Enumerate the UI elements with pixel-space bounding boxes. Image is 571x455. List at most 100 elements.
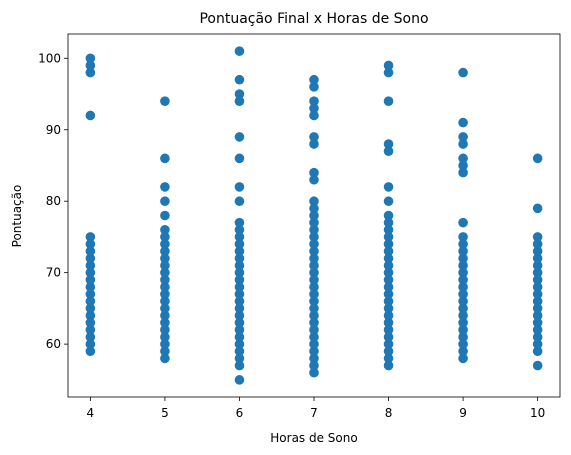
data-point: [85, 260, 96, 271]
data-point: [532, 325, 543, 335]
data-point: [234, 360, 245, 371]
data-point: [234, 325, 245, 335]
data-point: [383, 253, 394, 264]
data-point: [383, 346, 394, 357]
data-point: [85, 282, 96, 292]
chart-title: Pontuação Final x Horas de Sono: [199, 11, 428, 27]
data-point: [458, 117, 468, 128]
data-point: [234, 182, 245, 192]
data-point: [383, 339, 394, 349]
data-point: [383, 96, 394, 106]
data-point: [234, 224, 245, 235]
data-point: [85, 110, 96, 121]
data-point: [532, 232, 543, 242]
data-point: [234, 246, 245, 257]
data-point: [383, 60, 394, 71]
x-tick-label: 10: [530, 406, 545, 420]
data-point: [85, 346, 96, 357]
data-point: [309, 325, 319, 335]
data-point: [532, 360, 543, 371]
data-point: [458, 153, 468, 164]
data-point: [383, 267, 394, 278]
x-tick-label: 6: [236, 406, 244, 420]
data-point: [309, 132, 319, 142]
data-point: [309, 367, 319, 378]
data-point: [85, 67, 96, 78]
data-point: [309, 232, 319, 242]
data-point: [160, 339, 170, 349]
data-point: [160, 325, 170, 335]
data-point: [309, 260, 319, 271]
data-point: [234, 253, 245, 264]
data-point: [85, 239, 96, 249]
data-point: [458, 267, 468, 278]
data-point: [532, 282, 543, 292]
data-point: [160, 153, 170, 164]
data-point: [458, 332, 468, 342]
data-point: [458, 160, 468, 171]
data-point: [532, 275, 543, 285]
data-point: [458, 67, 468, 78]
data-point: [85, 53, 96, 64]
data-point: [458, 296, 468, 307]
data-point: [383, 303, 394, 314]
data-point: [234, 232, 245, 242]
y-tick-label: 80: [46, 194, 61, 208]
data-point: [532, 296, 543, 307]
data-point: [309, 267, 319, 278]
data-point: [234, 282, 245, 292]
data-point: [532, 346, 543, 357]
data-point: [309, 139, 319, 149]
data-point: [160, 275, 170, 285]
data-point: [383, 210, 394, 221]
data-point: [234, 74, 245, 85]
y-axis-label: Pontuação: [10, 185, 24, 248]
data-point: [532, 153, 543, 164]
data-point: [160, 317, 170, 328]
data-point: [309, 282, 319, 292]
data-point: [234, 275, 245, 285]
data-point: [160, 296, 170, 307]
data-point: [309, 317, 319, 328]
data-point: [85, 60, 96, 71]
data-point: [309, 253, 319, 264]
data-point: [458, 325, 468, 335]
data-point: [309, 360, 319, 371]
y-tick-label: 70: [46, 266, 61, 280]
data-point: [234, 339, 245, 349]
data-point: [532, 203, 543, 214]
data-point: [532, 246, 543, 257]
data-point: [458, 282, 468, 292]
data-point: [234, 375, 245, 385]
data-point: [458, 353, 468, 364]
data-point: [85, 332, 96, 342]
x-tick-label: 7: [310, 406, 318, 420]
data-point: [383, 182, 394, 192]
data-point: [234, 89, 245, 99]
data-point: [234, 46, 245, 56]
data-point: [160, 310, 170, 321]
data-point: [234, 289, 245, 299]
data-point: [309, 346, 319, 357]
data-point: [160, 346, 170, 357]
data-point: [160, 246, 170, 257]
data-point: [234, 267, 245, 278]
data-point: [234, 239, 245, 249]
data-point: [458, 239, 468, 249]
data-point: [532, 253, 543, 264]
data-point: [160, 239, 170, 249]
data-point: [309, 96, 319, 106]
data-point: [234, 332, 245, 342]
data-point: [160, 267, 170, 278]
data-point: [160, 210, 170, 221]
data-point: [532, 310, 543, 321]
data-point: [234, 346, 245, 357]
data-point: [383, 67, 394, 78]
y-tick-label: 90: [46, 123, 61, 137]
data-point: [234, 303, 245, 314]
points-layer: [85, 46, 543, 385]
data-point: [234, 196, 245, 207]
data-point: [85, 339, 96, 349]
data-point: [160, 182, 170, 192]
data-point: [458, 260, 468, 271]
